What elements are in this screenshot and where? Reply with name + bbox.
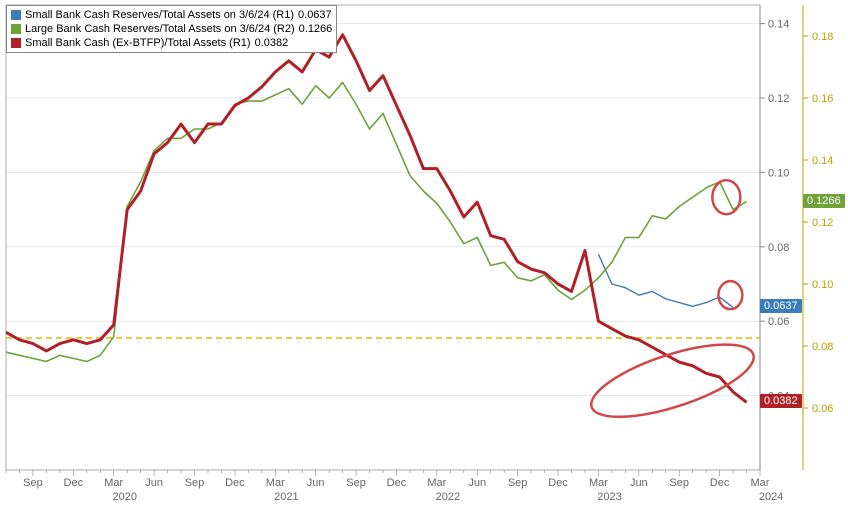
r2-tick-label: 0.10 <box>812 279 833 291</box>
svg-text:Mar: Mar <box>104 477 123 489</box>
svg-text:2023: 2023 <box>597 491 621 503</box>
r1-tick-label: 0.08 <box>768 242 789 254</box>
svg-text:Mar: Mar <box>427 477 446 489</box>
legend-label: Small Bank Cash Reserves/Total Assets on… <box>25 8 294 22</box>
axis-value-box: 0.1266 <box>803 194 845 208</box>
line-chart: { "chart": { "type": "line", "width": 84… <box>0 0 848 508</box>
legend-value: 0.1266 <box>299 22 333 36</box>
legend-swatch <box>11 24 21 34</box>
svg-text:Jun: Jun <box>307 477 325 489</box>
r2-tick-label: 0.18 <box>812 31 833 43</box>
svg-text:Jun: Jun <box>468 477 486 489</box>
r1-tick-label: 0.10 <box>768 167 789 179</box>
chart-svg: Sep Dec Mar Jun Sep Dec Mar Jun Sep Dec Mar Jun Sep D… <box>0 0 848 508</box>
series-small_bank_reserves <box>598 254 733 307</box>
r1-tick-label: 0.12 <box>768 93 789 105</box>
legend-swatch <box>11 10 21 20</box>
svg-text:Dec: Dec <box>64 477 84 489</box>
svg-text:2020: 2020 <box>113 491 137 503</box>
legend-item: Small Bank Cash Reserves/Total Assets on… <box>11 8 332 22</box>
svg-text:Mar: Mar <box>266 477 285 489</box>
svg-text:2021: 2021 <box>274 491 298 503</box>
svg-text:Sep: Sep <box>23 477 43 489</box>
r1-tick-label: 0.14 <box>768 19 789 31</box>
svg-text:Mar: Mar <box>751 477 770 489</box>
r1-tick-label: 0.06 <box>768 316 789 328</box>
svg-text:2024: 2024 <box>759 491 783 503</box>
svg-text:Dec: Dec <box>548 477 568 489</box>
legend-label: Large Bank Cash Reserves/Total Assets on… <box>25 22 295 36</box>
r2-tick-label: 0.06 <box>812 403 833 415</box>
series-large_bank_reserves <box>6 83 747 362</box>
axis-value-box: 0.0382 <box>760 394 802 408</box>
svg-text:Jun: Jun <box>630 477 648 489</box>
r2-tick-label: 0.12 <box>812 217 833 229</box>
series-small_bank_ex_btfp <box>6 35 747 403</box>
svg-text:Dec: Dec <box>710 477 730 489</box>
legend-value: 0.0382 <box>255 36 289 50</box>
legend-item: Small Bank Cash (Ex-BTFP)/Total Assets (… <box>11 36 332 50</box>
svg-text:Sep: Sep <box>185 477 205 489</box>
legend: Small Bank Cash Reserves/Total Assets on… <box>6 5 337 53</box>
axis-value-box: 0.0637 <box>760 299 802 313</box>
legend-swatch <box>11 38 21 48</box>
svg-text:Sep: Sep <box>346 477 366 489</box>
r2-tick-label: 0.08 <box>812 341 833 353</box>
r2-tick-label: 0.14 <box>812 155 833 167</box>
r2-tick-label: 0.16 <box>812 93 833 105</box>
legend-item: Large Bank Cash Reserves/Total Assets on… <box>11 22 332 36</box>
legend-value: 0.0637 <box>298 8 332 22</box>
svg-text:Sep: Sep <box>508 477 528 489</box>
svg-text:Sep: Sep <box>669 477 689 489</box>
svg-text:Dec: Dec <box>225 477 245 489</box>
annotation-circle <box>584 330 762 432</box>
svg-text:Mar: Mar <box>589 477 608 489</box>
svg-text:Jun: Jun <box>145 477 163 489</box>
svg-text:2022: 2022 <box>436 491 460 503</box>
legend-label: Small Bank Cash (Ex-BTFP)/Total Assets (… <box>25 36 251 50</box>
svg-text:Dec: Dec <box>387 477 407 489</box>
